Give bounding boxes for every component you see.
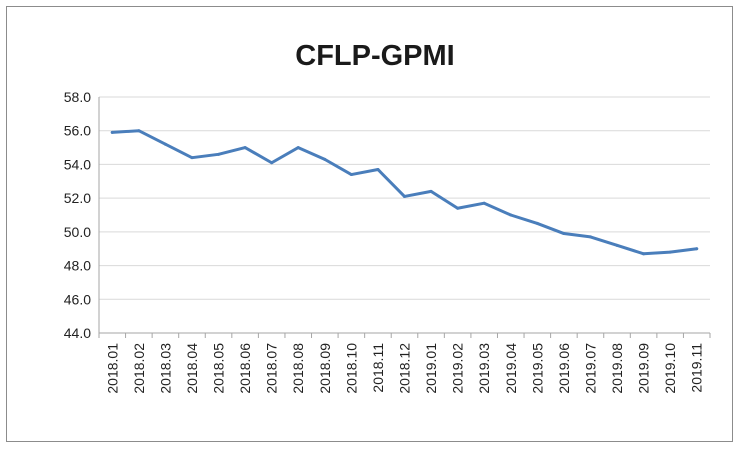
x-tick-label: 2018.08	[290, 343, 306, 394]
x-tick-label: 2019.04	[503, 343, 519, 394]
data-point	[163, 142, 167, 146]
x-tick-label: 2019.11	[689, 343, 705, 393]
x-tick-label: 2019.02	[450, 343, 466, 394]
data-point	[403, 194, 406, 198]
data-point	[349, 173, 353, 177]
data-point	[482, 201, 486, 205]
y-tick-label: 50.0	[64, 224, 91, 240]
data-point	[110, 130, 114, 134]
x-tick-label: 2018.06	[237, 343, 253, 394]
x-tick-label: 2019.09	[636, 343, 652, 394]
x-axis-ticks: 2018.01 2018.02 2018.03 2018.04 2018.05 2018.…	[104, 343, 704, 394]
y-tick-label: 56.0	[64, 123, 91, 139]
series-line	[110, 129, 699, 256]
data-point	[668, 250, 672, 254]
x-tick-label: 2019.03	[476, 343, 492, 394]
data-point	[429, 189, 433, 193]
y-tick-label: 52.0	[64, 190, 91, 206]
x-tick-label: 2019.08	[609, 343, 625, 394]
chart-frame: CFLP-GPMI 44.0 46.0 48.0 50.0 52.0 54.0 56.0 58…	[6, 6, 733, 442]
x-tick-label: 2019.05	[529, 343, 545, 394]
data-point	[376, 167, 380, 171]
x-tick-label: 2018.09	[317, 343, 333, 394]
y-tick-label: 54.0	[64, 156, 91, 172]
y-axis-ticks: 44.0 46.0 48.0 50.0 52.0 54.0 56.0 58.0	[64, 89, 91, 341]
x-tick-label: 2018.01	[104, 343, 120, 394]
x-tick-label: 2018.07	[264, 343, 280, 394]
x-tick-label: 2019.07	[582, 343, 598, 394]
x-tick-label: 2018.02	[131, 343, 147, 394]
data-point	[509, 213, 513, 217]
axes	[98, 97, 711, 338]
y-tick-label: 46.0	[64, 291, 91, 307]
y-tick-label: 48.0	[64, 258, 91, 274]
chart-title: CFLP-GPMI	[295, 40, 455, 72]
data-point	[588, 235, 592, 239]
y-tick-label: 44.0	[64, 325, 91, 341]
data-point	[695, 247, 699, 251]
x-tick-label: 2018.05	[211, 343, 227, 394]
x-tick-label: 2018.04	[184, 343, 200, 394]
data-point	[270, 161, 274, 165]
x-tick-label: 2018.10	[343, 343, 359, 394]
data-point	[642, 252, 646, 256]
x-tick-label: 2018.12	[397, 343, 413, 394]
gridlines	[99, 96, 710, 300]
data-point	[190, 156, 194, 160]
data-point	[535, 221, 539, 225]
data-point	[243, 146, 247, 150]
data-point	[456, 206, 460, 210]
data-point	[137, 129, 141, 133]
data-point	[296, 146, 300, 150]
data-point	[615, 243, 619, 247]
x-tick-label: 2019.01	[423, 343, 439, 394]
y-tick-label: 58.0	[64, 89, 91, 105]
data-point	[217, 152, 221, 156]
data-point	[323, 157, 327, 161]
x-tick-label: 2018.11	[370, 343, 386, 393]
x-tick-label: 2018.03	[157, 343, 173, 394]
x-tick-label: 2019.06	[556, 343, 572, 394]
x-tick-label: 2019.10	[662, 343, 678, 394]
series-layer	[110, 129, 699, 256]
line-chart: CFLP-GPMI 44.0 46.0 48.0 50.0 52.0 54.0 56.0 58…	[64, 40, 711, 394]
data-point	[562, 232, 566, 236]
